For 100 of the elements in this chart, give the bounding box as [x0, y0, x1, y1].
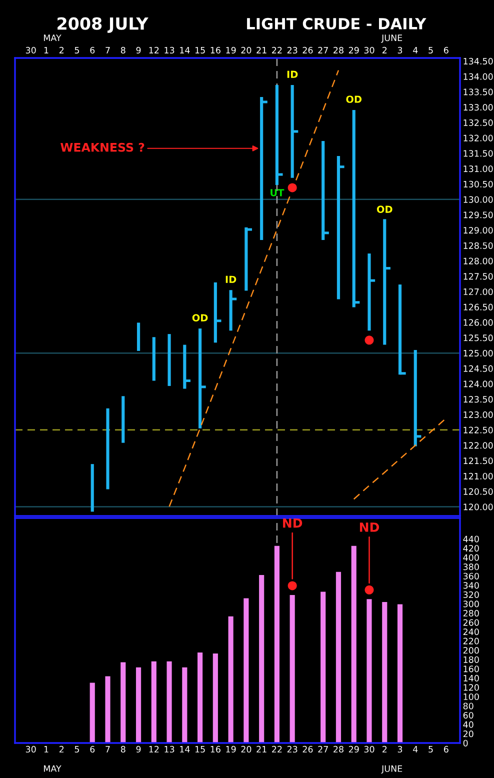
y-tick-label: 130.00 — [464, 196, 493, 203]
y-tick-label: 121.00 — [464, 472, 493, 480]
x-tick-label: 5 — [428, 746, 433, 753]
x-tick-label: 14 — [180, 47, 190, 54]
x-tick-label: 12 — [149, 46, 159, 54]
y-tick-label: 180 — [464, 656, 479, 663]
x-tick-label: 3 — [398, 746, 402, 753]
x-tick-label: 6 — [90, 746, 95, 753]
x-tick-label: 6 — [444, 46, 448, 54]
annotation: OD — [346, 96, 362, 103]
x-tick-label: 12 — [149, 746, 159, 752]
y-tick-label: 129.00 — [464, 226, 493, 234]
y-tick-label: 123.00 — [464, 411, 493, 418]
chart-subtitle: LIGHT CRUDE - DAILY — [247, 18, 426, 30]
y-tick-label: 133.00 — [464, 104, 493, 111]
y-tick-label: 128.00 — [464, 258, 493, 264]
y-tick-label: 125.00 — [464, 350, 493, 357]
annotation: ND — [283, 518, 302, 528]
x-tick-label: 16 — [210, 46, 220, 54]
x-tick-label: 26 — [302, 46, 313, 54]
x-tick-label: 29 — [348, 746, 359, 753]
x-tick-label: 22 — [272, 746, 282, 752]
y-tick-label: 360 — [463, 572, 479, 580]
y-tick-label: 132.00 — [464, 134, 493, 142]
x-tick-label: 16 — [210, 746, 220, 753]
y-tick-label: 420 — [463, 544, 479, 552]
y-tick-label: 126.50 — [464, 304, 493, 310]
x-tick-label: 2 — [382, 746, 387, 752]
y-tick-label: 124.50 — [464, 365, 493, 372]
x-tick-label: 2 — [382, 46, 387, 54]
annotation: UT — [270, 189, 284, 196]
x-tick-label: 21 — [256, 46, 266, 54]
y-tick-label: 220 — [463, 638, 479, 644]
y-tick-label: 200 — [463, 647, 479, 654]
y-tick-label: 120.00 — [464, 504, 493, 510]
x-tick-label: 19 — [226, 746, 236, 753]
x-tick-label: 19 — [226, 46, 236, 54]
x-tick-label: 20 — [241, 746, 252, 753]
y-tick-label: 140 — [464, 674, 479, 682]
y-tick-label: 121.50 — [464, 458, 493, 464]
y-tick-label: 0 — [463, 740, 468, 746]
x-tick-label: 30 — [364, 746, 374, 753]
y-tick-label: 130.50 — [464, 180, 493, 188]
y-tick-label: 131.50 — [464, 150, 493, 157]
y-tick-label: 120.50 — [464, 488, 493, 495]
x-tick-label: 8 — [120, 46, 126, 54]
text: JUNE — [381, 765, 402, 774]
y-tick-label: 340 — [463, 582, 479, 589]
y-tick-label: 280 — [463, 610, 479, 617]
y-tick-label: 320 — [463, 591, 479, 598]
x-tick-label: 20 — [241, 46, 252, 54]
x-tick-label: 1 — [44, 47, 48, 54]
x-tick-label: 21 — [256, 746, 266, 752]
x-tick-label: 5 — [74, 746, 80, 753]
x-tick-label: 27 — [318, 46, 328, 54]
y-tick-label: 127.50 — [464, 273, 493, 280]
annotation: OD — [376, 206, 392, 213]
y-tick-label: 131.00 — [464, 165, 493, 172]
annotation: ID — [226, 276, 236, 283]
text: JUNE — [381, 34, 402, 43]
y-tick-label: 260 — [463, 619, 479, 626]
x-tick-label: 9 — [136, 746, 141, 753]
x-tick-label: 1 — [44, 746, 48, 752]
x-tick-label: 30 — [26, 746, 36, 753]
x-tick-label: 29 — [348, 46, 359, 54]
x-tick-label: 26 — [302, 746, 313, 753]
x-tick-label: 7 — [106, 746, 110, 752]
x-tick-label: 6 — [90, 46, 95, 54]
y-tick-label: 60 — [463, 712, 474, 719]
x-tick-label: 13 — [164, 46, 174, 54]
y-tick-label: 100 — [464, 693, 479, 700]
chart-title: 2008 JULY — [58, 17, 148, 33]
x-tick-label: 15 — [195, 47, 205, 54]
x-tick-label: 22 — [272, 46, 282, 54]
x-tick-label: 2 — [59, 46, 64, 54]
y-tick-label: 126.00 — [464, 319, 493, 326]
x-tick-label: 4 — [413, 47, 418, 54]
x-tick-label: 7 — [106, 47, 110, 54]
y-tick-label: 120 — [464, 684, 479, 691]
x-tick-label: 27 — [318, 746, 328, 752]
x-tick-label: 30 — [364, 46, 374, 54]
y-tick-label: 127.00 — [464, 288, 493, 296]
y-tick-label: 124.00 — [464, 380, 493, 388]
y-tick-label: 80 — [463, 702, 474, 710]
x-tick-label: 28 — [334, 746, 344, 753]
text: MAY — [44, 765, 62, 772]
annotation: WEAKNESS ? — [60, 142, 144, 152]
y-tick-label: 440 — [463, 536, 479, 542]
annotation: ND — [360, 522, 380, 532]
y-tick-label: 132.50 — [464, 119, 493, 126]
x-tick-label: 13 — [164, 746, 174, 753]
y-tick-label: 129.50 — [464, 212, 493, 218]
y-tick-label: 133.50 — [464, 88, 493, 96]
x-tick-label: 30 — [26, 46, 36, 54]
y-tick-label: 40 — [463, 721, 474, 728]
y-tick-label: 123.50 — [464, 396, 493, 403]
text: MAY — [44, 34, 62, 41]
x-tick-label: 5 — [74, 47, 80, 54]
y-tick-label: 240 — [463, 628, 479, 636]
x-tick-label: 23 — [287, 46, 298, 54]
